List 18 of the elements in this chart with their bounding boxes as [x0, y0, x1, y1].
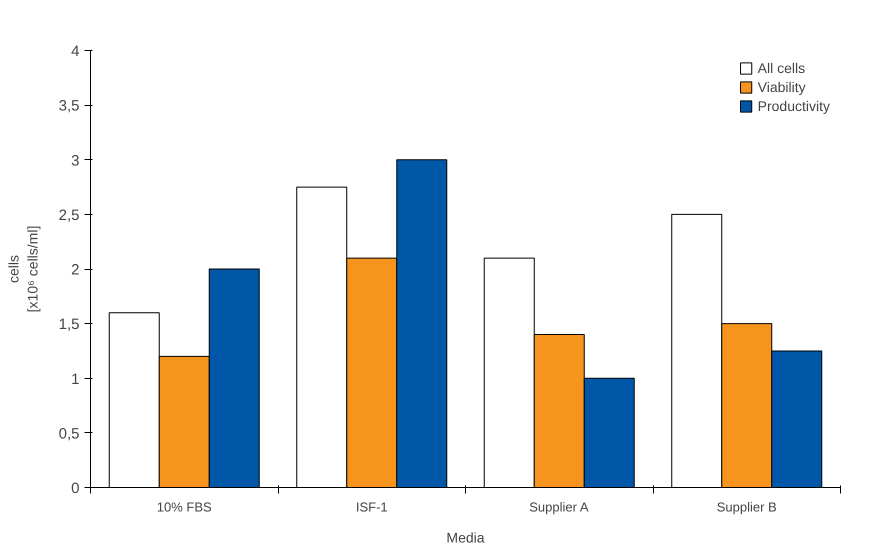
- legend-label: Viability: [758, 79, 806, 95]
- x-tick-label: Supplier A: [529, 500, 589, 514]
- x-tick-label: ISF-1: [356, 500, 388, 514]
- y-tick-label: 0,5: [58, 425, 80, 442]
- y-tick-label: 3,5: [58, 98, 80, 115]
- x-tick-label: 10% FBS: [156, 500, 212, 514]
- legend-label: Productivity: [758, 98, 830, 114]
- y-tick-label: 1,5: [58, 316, 80, 334]
- x-tick-label: Supplier B: [716, 500, 777, 514]
- legend-label: All cells: [758, 60, 806, 76]
- x-axis-title: Media: [446, 530, 485, 546]
- y-tick-label: 1: [71, 370, 80, 388]
- y-tick-label: 4: [71, 43, 80, 60]
- y-axis-title: cells [x10⁶ cells/ml]: [5, 226, 41, 312]
- y-tick-label: 0: [71, 480, 80, 497]
- y-tick-label: 3: [71, 152, 80, 170]
- y-tick-label: 2: [71, 262, 80, 278]
- y-tick-label: 2,5: [58, 206, 80, 224]
